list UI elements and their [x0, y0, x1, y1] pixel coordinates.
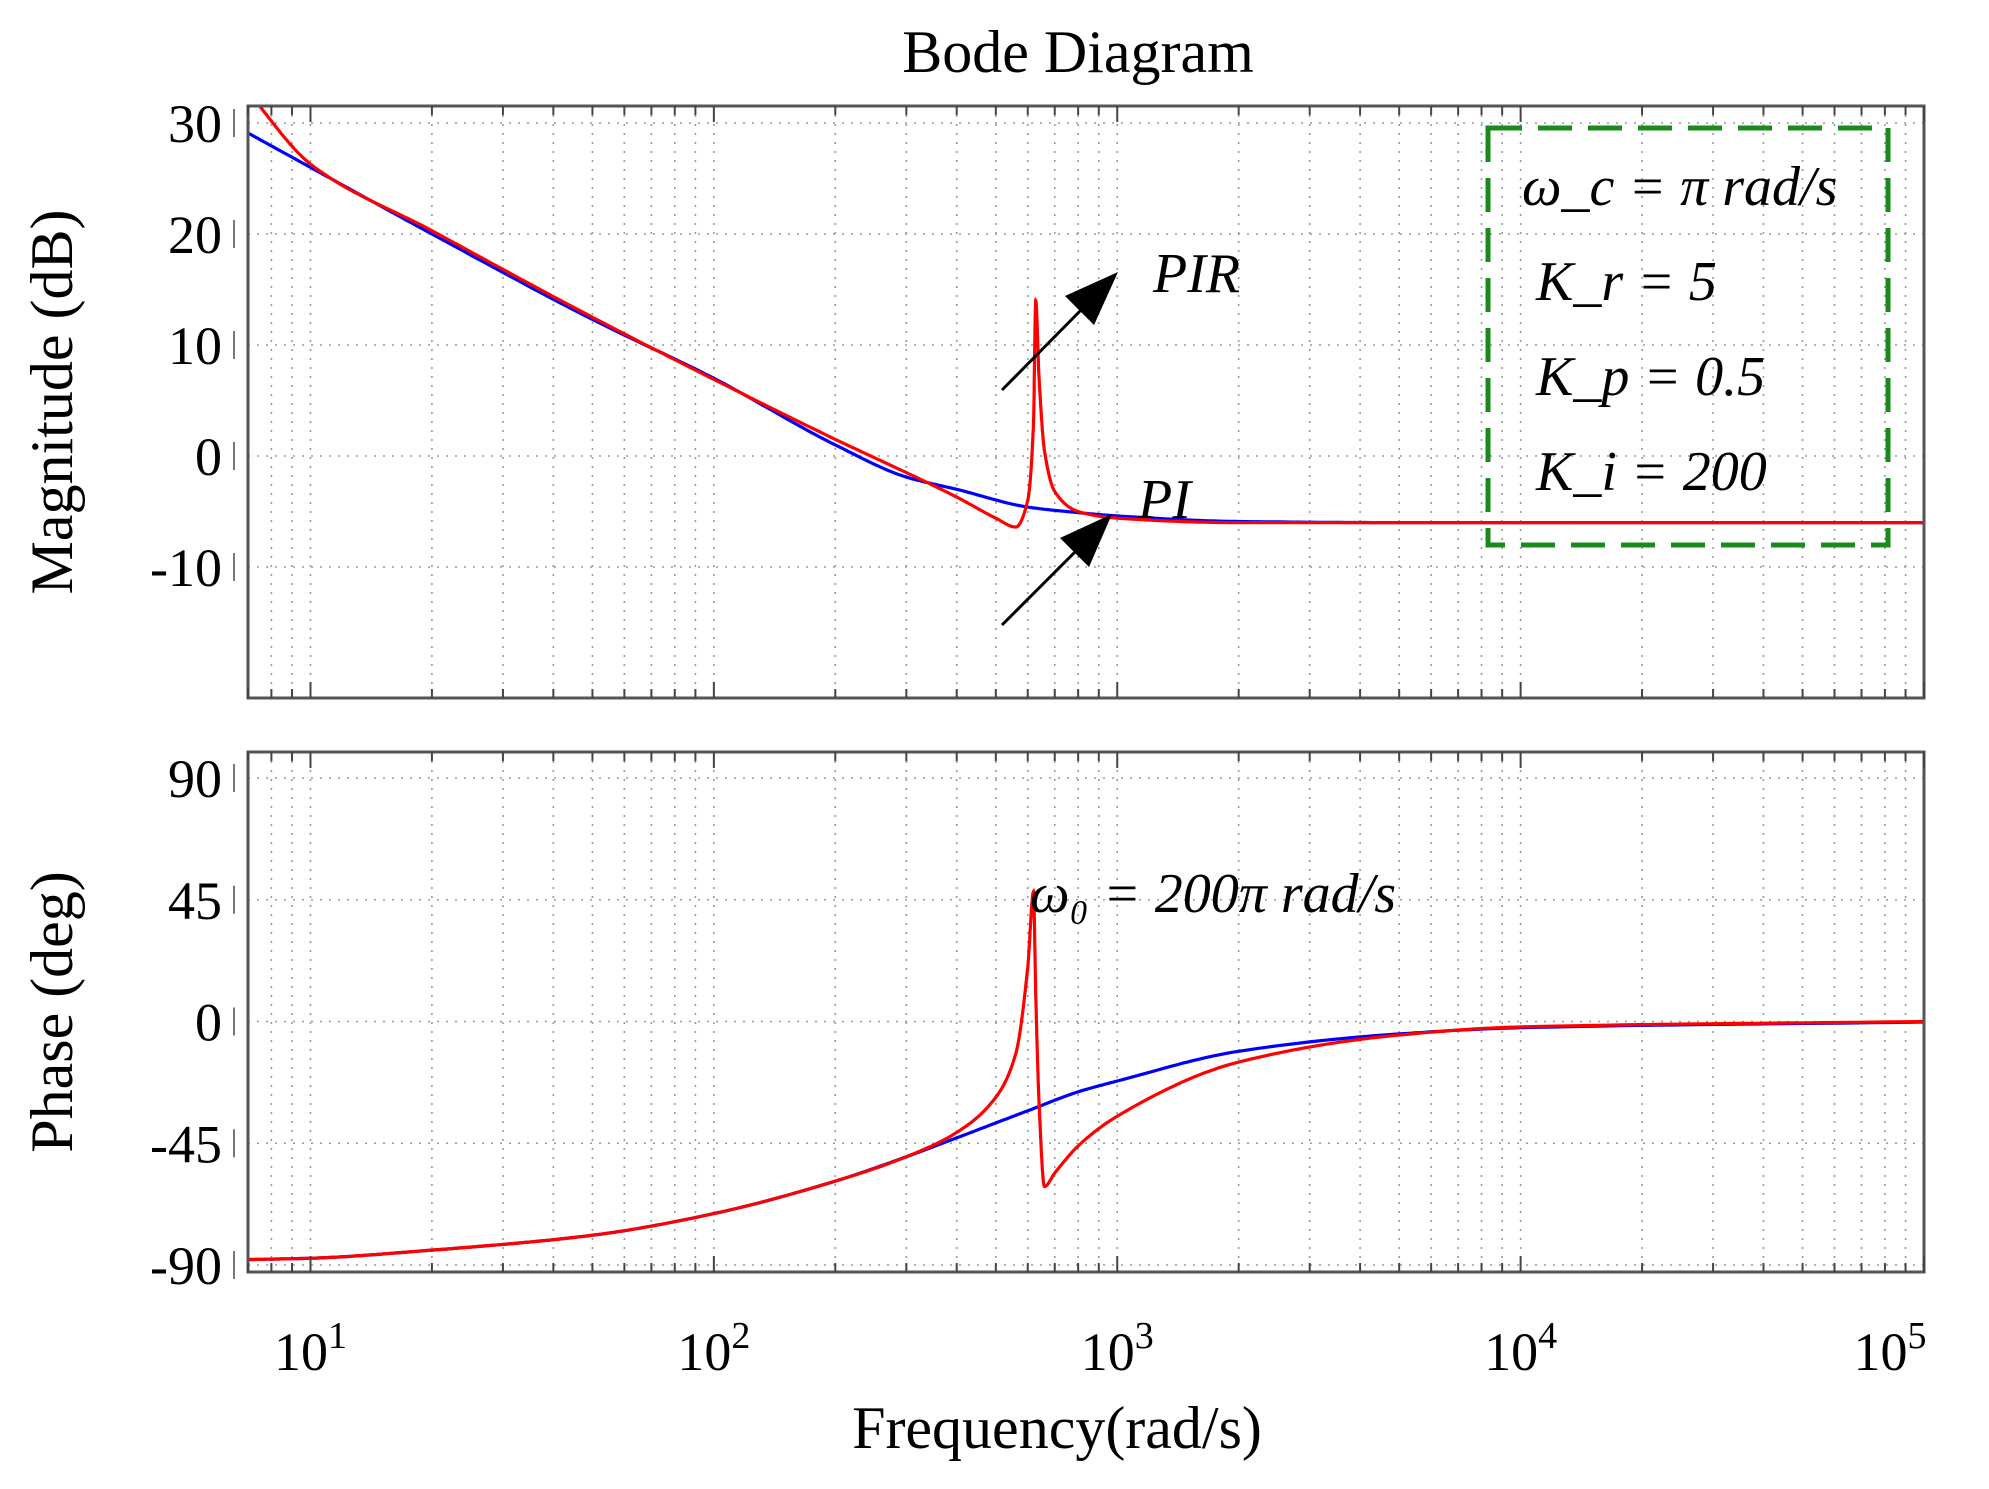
magnitude-frame — [246, 104, 1926, 700]
y-tick-label: -90 — [150, 1236, 222, 1296]
pir-arrowhead-icon — [1065, 272, 1118, 325]
param-ki: K_i = 200 — [1535, 441, 1767, 503]
y-tick-label: 0 — [195, 993, 222, 1053]
x-axis-label: Frequency(rad/s) — [852, 1395, 1262, 1461]
y-tick-label: 45 — [168, 871, 222, 931]
y-tick-label: -45 — [150, 1114, 222, 1174]
magnitude-ylabel: Magnitude (dB) — [19, 210, 85, 595]
params-box: ω_c = π rad/s K_r = 5 K_p = 0.5 K_i = 20… — [1485, 125, 1891, 548]
chart-title: Bode Diagram — [902, 19, 1254, 85]
pi-arrow-line — [1000, 545, 1082, 627]
param-wc: ω_c = π rad/s — [1522, 156, 1837, 218]
phase-frame — [246, 750, 1926, 1274]
x-tick-label: 104 — [1484, 1315, 1557, 1382]
param-kr: K_r = 5 — [1535, 251, 1717, 313]
omega0-annotation: ω₀ = 200π rad/s — [1030, 863, 1396, 925]
x-tick-label: 102 — [677, 1315, 750, 1382]
pir-arrow-line — [1000, 304, 1087, 392]
phase-ylabel: Phase (deg) — [19, 871, 85, 1153]
phase-panel: 90 45 0 -45 -90 Phase (deg) — [19, 749, 1926, 1296]
pir-annotation: PIR — [1000, 243, 1240, 392]
y-tick-label: 30 — [168, 94, 222, 154]
pi-arrowhead-icon — [1060, 514, 1112, 567]
y-tick-label: 10 — [168, 316, 222, 376]
series-pir-magnitude — [257, 106, 1924, 529]
param-kp: K_p = 0.5 — [1535, 346, 1765, 408]
y-tick-label: 0 — [195, 427, 222, 487]
y-tick-label: -10 — [150, 538, 222, 598]
pi-label: PI — [1137, 469, 1193, 531]
x-tick-label: 105 — [1854, 1315, 1927, 1382]
x-tick-label: 101 — [274, 1315, 347, 1382]
y-tick-label: 90 — [168, 749, 222, 809]
x-tick-label: 103 — [1081, 1315, 1154, 1382]
y-tick-label: 20 — [168, 205, 222, 265]
pi-annotation: PI — [1000, 469, 1193, 627]
pir-label: PIR — [1152, 243, 1240, 305]
series-pir-phase — [248, 887, 1924, 1262]
params-box-frame — [1485, 125, 1891, 548]
magnitude-panel: 30 20 10 0 -10 Magnitude (dB) — [19, 94, 1926, 700]
